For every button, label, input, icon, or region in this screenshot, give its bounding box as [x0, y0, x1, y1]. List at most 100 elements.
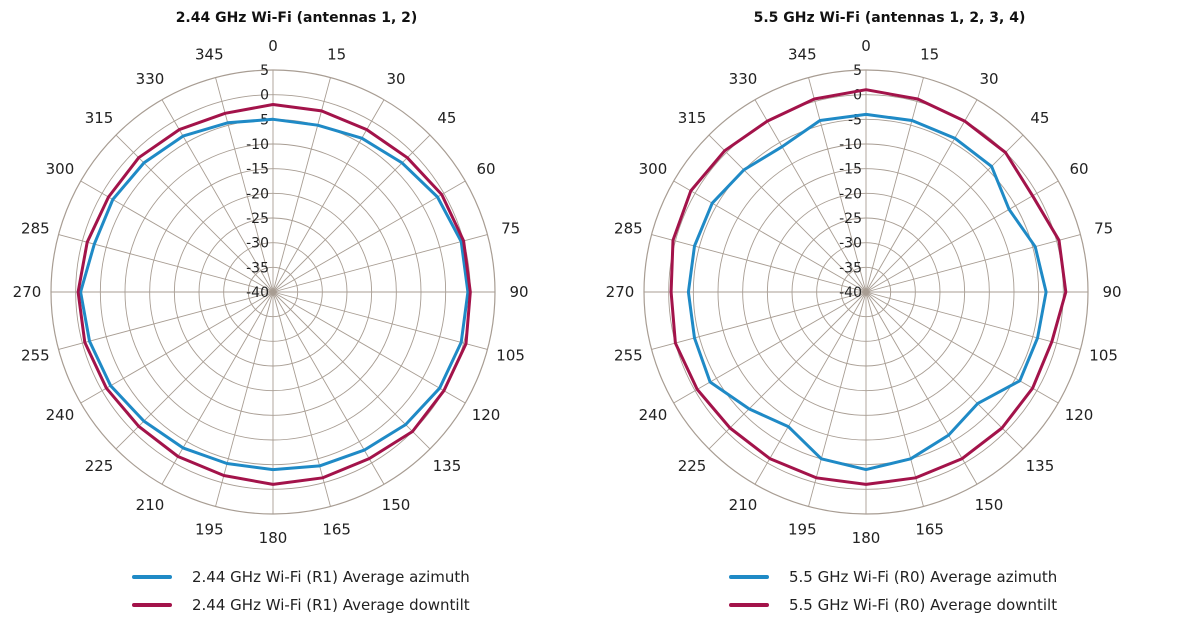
radial-tick-label: -10 [246, 137, 269, 153]
legend-label: 5.5 GHz Wi-Fi (R0) Average downtilt [789, 596, 1058, 614]
angular-tick-label: 135 [1026, 457, 1055, 475]
grid-spoke [272, 99, 385, 293]
grid-spoke [272, 77, 331, 293]
angular-tick-label: 300 [639, 160, 668, 178]
radial-tick-label: 5 [260, 63, 269, 79]
angular-tick-label: 225 [678, 457, 707, 475]
angular-tick-label: 330 [136, 70, 165, 88]
angular-tick-label: 75 [501, 219, 520, 237]
grid-spoke [272, 291, 488, 350]
grid-spoke [865, 99, 978, 293]
grid-spoke [754, 291, 867, 485]
radial-tick-label: -30 [839, 236, 862, 252]
radial-tick-label: -20 [839, 186, 862, 202]
grid-spoke [865, 291, 1024, 450]
angular-tick-label: 180 [259, 529, 288, 547]
angular-tick-label: 195 [195, 521, 224, 539]
legend: 5.5 GHz Wi-Fi (R0) Average azimuth 5.5 G… [729, 563, 1057, 619]
angular-tick-label: 15 [327, 45, 346, 63]
grid-spoke [865, 291, 1059, 404]
angular-tick-label: 90 [1102, 283, 1121, 301]
grid-spoke [673, 180, 867, 293]
chart-panel-left: 2.44 GHz Wi-Fi (antennas 1, 2) 5 0 -5 -10 -1… [0, 0, 593, 614]
grid-spoke [115, 291, 274, 450]
angular-tick-label: 195 [788, 521, 817, 539]
series-line-azimuth [686, 112, 1048, 472]
angular-tick-label: 270 [606, 283, 635, 301]
chart-title: 2.44 GHz Wi-Fi (antennas 1, 2) [175, 10, 418, 26]
angular-tick-label: 120 [472, 406, 501, 424]
angular-tick-label: 255 [614, 347, 643, 365]
angular-tick-label: 300 [46, 160, 75, 178]
radial-tick-label: -40 [839, 285, 862, 301]
legend-swatch [132, 603, 172, 607]
legend-swatch [132, 575, 172, 579]
grid-spoke [115, 134, 274, 293]
angular-tick-label: 0 [268, 37, 278, 55]
legend-swatch [729, 575, 769, 579]
grid-spoke [865, 77, 924, 293]
series-line-azimuth [79, 117, 470, 472]
angular-tick-label: 165 [322, 521, 351, 539]
angular-tick-label: 45 [437, 109, 456, 127]
grid-spoke [272, 291, 431, 450]
grid-spoke [708, 134, 867, 293]
legend-label: 5.5 GHz Wi-Fi (R0) Average azimuth [789, 568, 1058, 586]
grid-spoke [865, 234, 1081, 293]
grid-spoke [865, 180, 1059, 293]
grid-spoke [272, 180, 466, 293]
grid-spoke [272, 291, 466, 404]
grid-spoke [80, 291, 274, 404]
angular-tick-label: 255 [21, 347, 50, 365]
grid-spoke [673, 291, 867, 404]
radial-tick-label: 5 [853, 63, 862, 79]
angular-tick-label: 45 [1030, 109, 1049, 127]
angular-tick-labels: 0 15 30 45 60 75 90 105 120 135 150 165 180 195 210 225… [606, 37, 1122, 547]
legend-item-downtilt: 5.5 GHz Wi-Fi (R0) Average downtilt [729, 591, 1057, 619]
angular-tick-label: 165 [915, 521, 944, 539]
angular-tick-label: 345 [788, 45, 817, 63]
angular-tick-label: 90 [509, 283, 528, 301]
legend: 2.44 GHz Wi-Fi (R1) Average azimuth 2.44… [132, 563, 470, 619]
polar-grid [50, 69, 496, 515]
angular-tick-label: 285 [21, 219, 50, 237]
polar-chart-left: 50-5-10-15-20-25-30-35-400 15304560759010… [13, 37, 529, 547]
angular-tick-label: 60 [1069, 160, 1088, 178]
grid-spoke [651, 291, 867, 350]
angular-tick-label: 240 [46, 406, 75, 424]
grid-spoke [865, 134, 1024, 293]
radial-tick-label: -15 [839, 162, 862, 178]
angular-tick-label: 225 [85, 457, 114, 475]
angular-tick-label: 60 [476, 160, 495, 178]
angular-tick-label: 210 [136, 496, 165, 514]
grid-spoke [272, 291, 331, 507]
angular-tick-label: 285 [614, 219, 643, 237]
series-line-downtilt [669, 88, 1068, 486]
angular-tick-label: 30 [979, 70, 998, 88]
chart-panel-right: 5.5 GHz Wi-Fi (antennas 1, 2, 3, 4) 5 0 -5… [593, 0, 1186, 614]
angular-tick-label: 330 [729, 70, 758, 88]
polar-grid [643, 69, 1089, 515]
radial-tick-labels: 50-5-10-15-20-25-30-35-40 [246, 63, 269, 301]
legend-swatch [729, 603, 769, 607]
grid-spoke [651, 234, 867, 293]
grid-spoke [272, 234, 488, 293]
angular-tick-label: 135 [433, 457, 462, 475]
angular-tick-label: 0 [861, 37, 871, 55]
angular-tick-label: 15 [920, 45, 939, 63]
radial-tick-label: 0 [260, 88, 269, 104]
grid-spoke [58, 291, 274, 350]
series-line-downtilt [76, 103, 472, 486]
angular-tick-label: 240 [639, 406, 668, 424]
angular-tick-label: 30 [386, 70, 405, 88]
radial-tick-label: 0 [853, 88, 862, 104]
angular-tick-label: 180 [852, 529, 881, 547]
angular-tick-labels: 0 15 30 45 60 75 90 105 120 135 150 165 180 195 210 225… [13, 37, 529, 547]
grid-spoke [215, 291, 274, 507]
polar-chart-right: 50-5-10-15-20-25-30-35-400 15304560759010… [606, 37, 1122, 547]
radial-tick-label: -35 [246, 260, 269, 276]
angular-tick-label: 315 [678, 109, 707, 127]
grid-spoke [865, 291, 924, 507]
grid-spoke [161, 291, 274, 485]
radial-tick-label: -25 [246, 211, 269, 227]
